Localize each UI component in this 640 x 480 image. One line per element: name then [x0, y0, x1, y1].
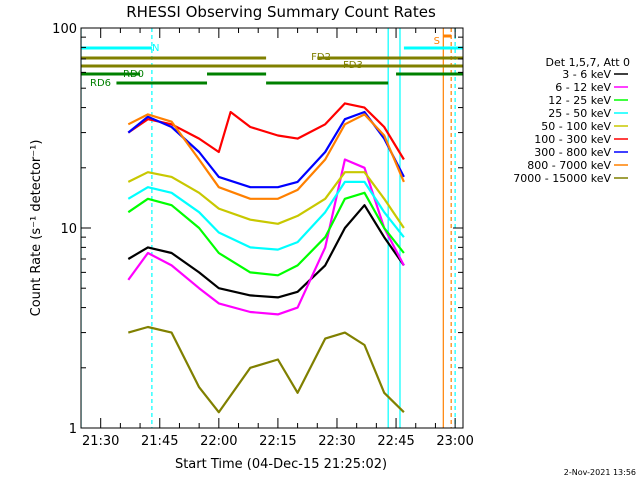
x-tick-label: 22:45	[377, 434, 414, 449]
series-line-8	[127, 325, 405, 414]
legend-label-3: 25 - 50 keV	[548, 107, 611, 120]
series-line-4	[127, 171, 405, 229]
flag-label-fd2: FD2	[311, 52, 331, 63]
flag-label-n: N	[152, 43, 159, 54]
x-tick-label: 21:45	[141, 434, 178, 449]
series-line-7	[127, 113, 405, 200]
x-tick-label: 22:30	[318, 434, 355, 449]
flag-label-s: S	[434, 36, 440, 47]
series-line-0	[127, 204, 405, 299]
legend-label-7: 800 - 7000 keV	[527, 159, 611, 172]
series-line-1	[127, 158, 405, 316]
y-axis-label: Count Rate (s⁻¹ detector⁻¹)	[29, 140, 44, 317]
x-tick-label: 22:00	[200, 434, 237, 449]
legend-label-4: 50 - 100 keV	[541, 120, 611, 133]
x-tick-label: 23:00	[436, 434, 473, 449]
x-tick-label: 22:15	[259, 434, 296, 449]
legend-title: Det 1,5,7, Att 0	[546, 56, 630, 69]
x-axis-label: Start Time (04-Dec-15 21:25:02)	[175, 457, 387, 472]
legend-label-5: 100 - 300 keV	[534, 133, 611, 146]
x-tick-label: 21:30	[82, 434, 119, 449]
flag-label-rd0: RD0	[123, 69, 144, 80]
flag-label-rd6: RD6	[90, 78, 111, 89]
y-tick-label: 1	[69, 422, 77, 437]
series-line-2	[127, 191, 405, 277]
footer-timestamp: 2-Nov-2021 13:56	[564, 468, 636, 477]
flag-label-fd3: FD3	[343, 60, 363, 71]
legend-label-0: 3 - 6 keV	[562, 68, 611, 81]
legend-label-6: 300 - 800 keV	[534, 146, 611, 159]
series-line-3	[127, 180, 405, 251]
legend-label-2: 12 - 25 keV	[548, 94, 611, 107]
legend-label-8: 7000 - 15000 keV	[513, 172, 611, 185]
y-tick-label: 10	[60, 222, 77, 237]
chart-title: RHESSI Observing Summary Count Rates	[126, 3, 436, 21]
series-line-6	[127, 110, 405, 189]
legend-label-1: 6 - 12 keV	[555, 81, 611, 94]
y-tick-label: 100	[52, 22, 77, 37]
